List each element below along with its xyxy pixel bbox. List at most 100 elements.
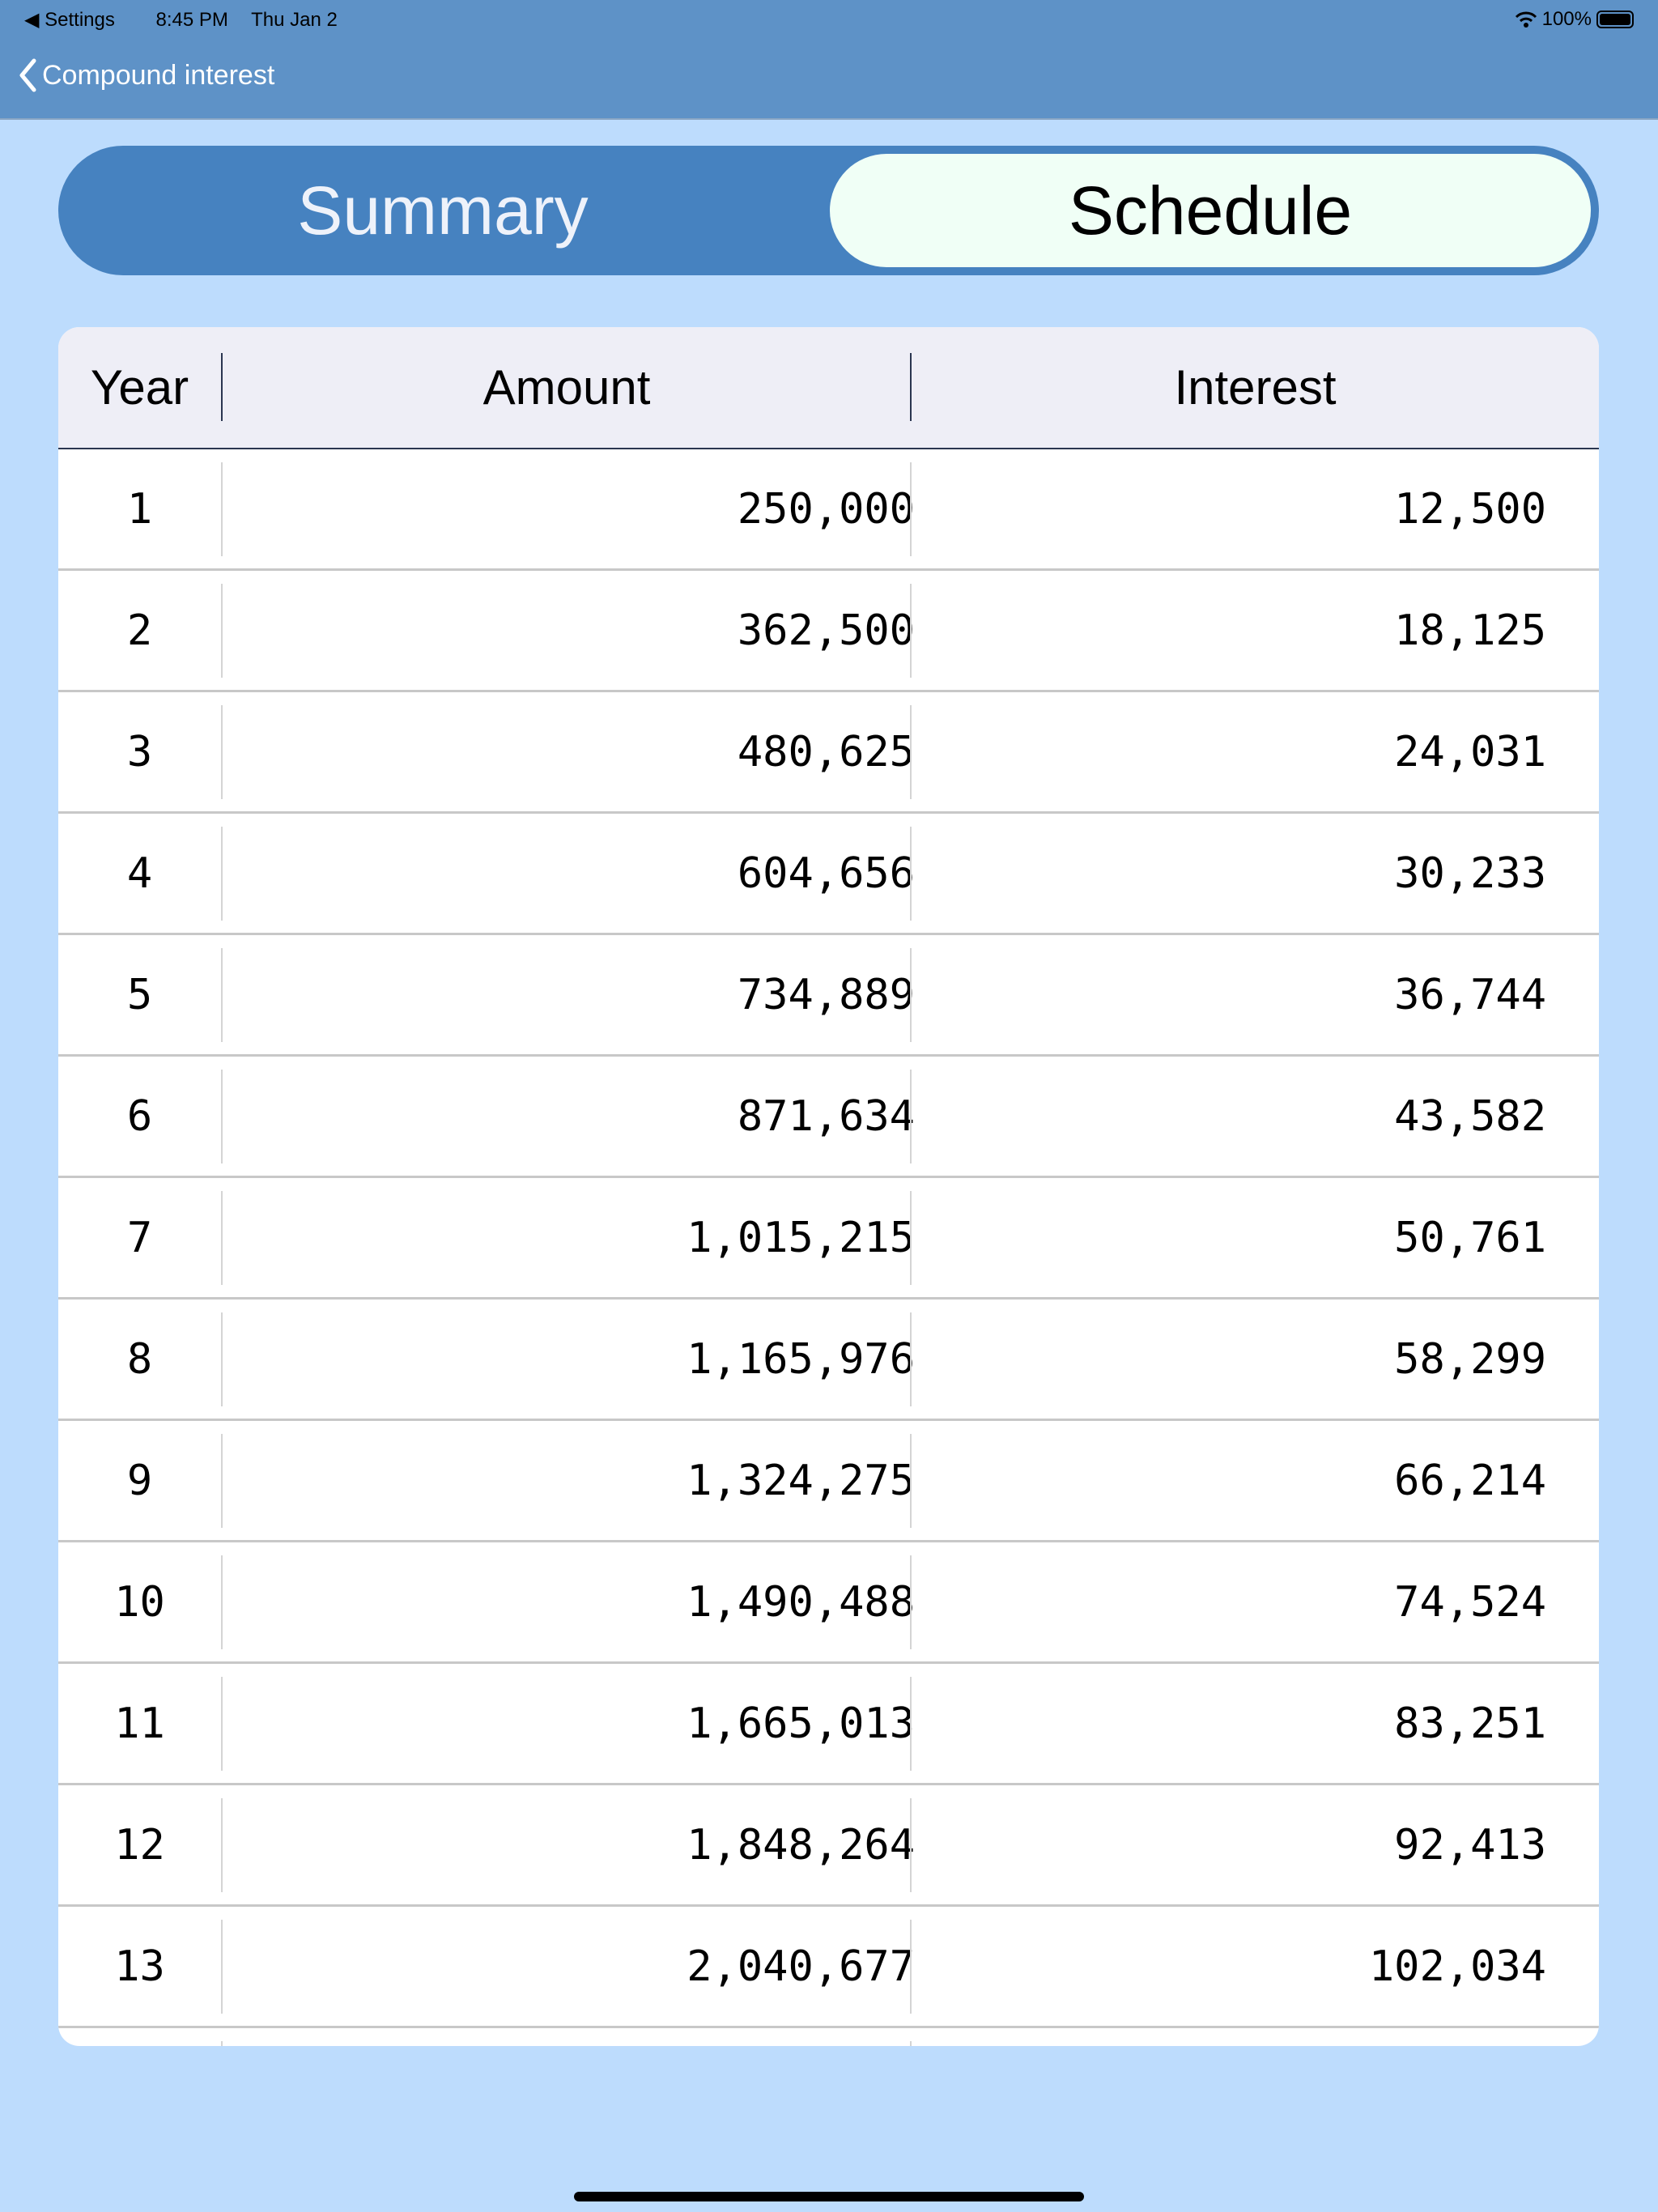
table-row[interactable]: 5 734,889 36,744 [58, 935, 1599, 1057]
column-divider [910, 584, 912, 678]
column-divider [221, 705, 223, 799]
column-divider [910, 1434, 912, 1528]
schedule-table[interactable]: Year Amount Interest 1 250,000 12,500 2 3… [58, 327, 1599, 2046]
column-divider [221, 462, 223, 556]
cell-interest: 58,299 [1394, 1334, 1546, 1384]
cell-amount: 1,324,275 [687, 1456, 915, 1505]
column-divider [910, 353, 912, 421]
battery-percent: 100% [1541, 8, 1592, 30]
table-row[interactable]: 3 480,625 24,031 [58, 692, 1599, 814]
table-row[interactable]: 13 2,040,677 102,034 [58, 1907, 1599, 2028]
cell-interest: 24,031 [1394, 727, 1546, 776]
cell-interest: 12,500 [1394, 484, 1546, 534]
table-header: Year Amount Interest [58, 327, 1599, 449]
chevron-left-icon [19, 58, 36, 92]
cell-interest: 36,744 [1394, 970, 1546, 1019]
cell-amount: 1,848,264 [687, 1820, 915, 1870]
battery-icon [1596, 11, 1634, 28]
column-divider [221, 1312, 223, 1406]
column-divider [221, 827, 223, 921]
date: Thu Jan 2 [251, 8, 338, 31]
cell-amount: 250,000 [737, 484, 915, 534]
table-row[interactable]: 4 604,656 30,233 [58, 814, 1599, 935]
cell-year: 1 [126, 484, 153, 534]
segmented-control: Summary Schedule [58, 146, 1599, 275]
column-divider [221, 1798, 223, 1892]
cell-amount: 604,656 [737, 849, 915, 898]
back-to-app[interactable]: ◀ Settings [24, 8, 115, 31]
table-row[interactable]: 10 1,490,488 74,524 [58, 1542, 1599, 1664]
wifi-icon [1515, 11, 1537, 28]
back-label: Compound interest [42, 59, 275, 91]
column-divider [910, 1070, 912, 1163]
column-divider [221, 1555, 223, 1649]
cell-interest: 102,034 [1368, 1942, 1546, 1991]
cell-amount: 1,665,013 [687, 1699, 915, 1748]
table-row[interactable]: 1 250,000 12,500 [58, 449, 1599, 571]
cell-interest: 83,251 [1394, 1699, 1546, 1748]
column-divider [221, 1434, 223, 1528]
segment-summary[interactable]: Summary [297, 172, 589, 249]
status-bar: ◀ Settings 8:45 PM Thu Jan 2 100% [24, 6, 1634, 32]
cell-interest: 18,125 [1394, 606, 1546, 655]
column-divider [221, 353, 223, 421]
time: 8:45 PM [155, 8, 228, 31]
cell-interest: 50,761 [1394, 1213, 1546, 1262]
column-divider [221, 584, 223, 678]
back-app-label: Settings [45, 8, 115, 31]
cell-amount: 362,500 [737, 606, 915, 655]
column-divider [910, 2041, 912, 2046]
cell-amount: 871,634 [737, 1091, 915, 1141]
cell-year: 5 [126, 970, 153, 1019]
cell-interest: 43,582 [1394, 1091, 1546, 1141]
cell-year: 12 [114, 1820, 165, 1870]
column-divider [910, 1798, 912, 1892]
cell-year: 4 [126, 849, 153, 898]
column-divider [910, 705, 912, 799]
column-divider [221, 1191, 223, 1285]
table-row[interactable]: 6 871,634 43,582 [58, 1057, 1599, 1178]
navigation-bar: ◀ Settings 8:45 PM Thu Jan 2 100% Compou… [0, 0, 1658, 120]
column-divider [910, 1312, 912, 1406]
cell-amount: 1,490,488 [687, 1577, 915, 1627]
table-row-partial [58, 2028, 1599, 2046]
cell-amount: 1,015,215 [687, 1213, 915, 1262]
table-row[interactable]: 8 1,165,976 58,299 [58, 1300, 1599, 1421]
column-divider [221, 2041, 223, 2046]
segment-schedule[interactable]: Schedule [830, 154, 1591, 267]
column-divider [221, 948, 223, 1042]
column-divider [221, 1070, 223, 1163]
cell-year: 13 [114, 1942, 165, 1991]
cell-amount: 734,889 [737, 970, 915, 1019]
cell-interest: 92,413 [1394, 1820, 1546, 1870]
column-divider [910, 462, 912, 556]
column-divider [221, 1920, 223, 2014]
cell-amount: 1,165,976 [687, 1334, 915, 1384]
header-interest: Interest [1174, 360, 1337, 415]
table-row[interactable]: 12 1,848,264 92,413 [58, 1785, 1599, 1907]
cell-year: 6 [126, 1091, 153, 1141]
cell-interest: 30,233 [1394, 849, 1546, 898]
cell-interest: 66,214 [1394, 1456, 1546, 1505]
back-button[interactable]: Compound interest [18, 58, 274, 92]
table-row[interactable]: 9 1,324,275 66,214 [58, 1421, 1599, 1542]
cell-year: 9 [126, 1456, 153, 1505]
header-amount: Amount [483, 360, 651, 415]
column-divider [910, 948, 912, 1042]
table-row[interactable]: 11 1,665,013 83,251 [58, 1664, 1599, 1785]
header-year: Year [90, 360, 189, 415]
column-divider [910, 1555, 912, 1649]
cell-year: 11 [114, 1699, 165, 1748]
column-divider [910, 827, 912, 921]
cell-year: 3 [126, 727, 153, 776]
cell-year: 8 [126, 1334, 153, 1384]
cell-amount: 480,625 [737, 727, 915, 776]
table-row[interactable]: 2 362,500 18,125 [58, 571, 1599, 692]
column-divider [910, 1191, 912, 1285]
cell-interest: 74,524 [1394, 1577, 1546, 1627]
column-divider [910, 1677, 912, 1771]
cell-year: 2 [126, 606, 153, 655]
table-row[interactable]: 7 1,015,215 50,761 [58, 1178, 1599, 1300]
cell-amount: 2,040,677 [687, 1942, 915, 1991]
home-indicator[interactable] [574, 2192, 1084, 2201]
